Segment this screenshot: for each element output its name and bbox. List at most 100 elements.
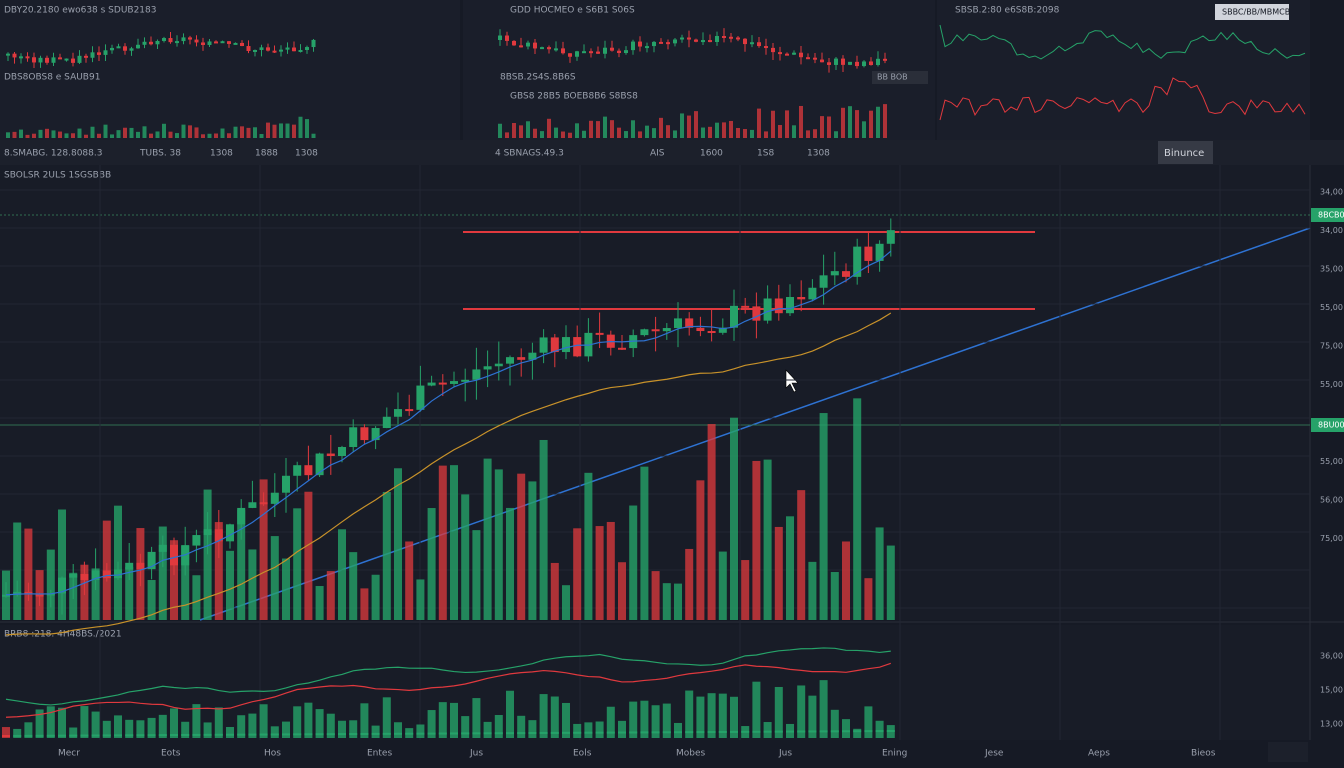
volume-bar <box>730 696 738 738</box>
volume-bar <box>233 126 238 138</box>
volume-bar <box>764 131 768 138</box>
candle-body <box>808 287 817 300</box>
volume-bar <box>272 124 277 138</box>
candle-body <box>461 379 470 382</box>
volume-bar <box>750 129 754 138</box>
volume-bar <box>207 133 212 138</box>
volume-bar <box>554 127 558 138</box>
volume-bar <box>416 579 425 620</box>
volume-bar <box>450 465 458 620</box>
candle-body <box>764 46 768 49</box>
price-tag-label: 8BCB0 <box>1318 211 1344 220</box>
volume-bar <box>763 722 772 738</box>
candle-body <box>279 49 283 52</box>
volume-bar <box>715 122 719 138</box>
volume-bar <box>461 716 470 738</box>
candle-body <box>58 57 62 60</box>
volume-bar <box>864 706 873 738</box>
candle-body <box>293 465 302 476</box>
volume-bar <box>147 580 156 620</box>
candle-body <box>797 297 806 300</box>
time-label: Jus <box>469 749 483 759</box>
candle-body <box>285 47 290 50</box>
volume-bar <box>584 722 593 738</box>
toolbar-label: 1308 <box>807 149 830 159</box>
volume-bar <box>203 722 212 738</box>
volume-bar <box>680 113 684 138</box>
exchange-label[interactable]: Binunce <box>1164 148 1204 159</box>
candle-body <box>618 347 626 350</box>
symbol-label[interactable]: SBBC/BB/MBMCB <box>1222 8 1290 17</box>
volume-bar <box>149 133 153 138</box>
volume-bar <box>876 106 880 138</box>
moving-average <box>5 250 892 596</box>
candle-body <box>696 327 705 332</box>
volume-bar <box>237 509 246 620</box>
volume-bar <box>506 690 514 738</box>
candle-body <box>596 51 600 54</box>
volume-bar <box>757 108 761 138</box>
candle-body <box>610 47 614 51</box>
candle-body <box>848 61 852 65</box>
candle-body <box>175 41 179 44</box>
price-label: 56,00 <box>1320 496 1343 505</box>
volume-bar <box>786 516 794 620</box>
price-label: 34,00 <box>1320 226 1343 235</box>
volume-bar <box>203 489 212 620</box>
volume-bar <box>827 116 831 138</box>
volume-bar <box>512 122 516 138</box>
candle-body <box>876 58 880 66</box>
candle-body <box>427 382 436 386</box>
candle-body <box>136 44 140 49</box>
candle-body <box>201 42 205 45</box>
time-label: Eots <box>161 749 181 759</box>
settings-button[interactable] <box>1268 742 1308 762</box>
candle-body <box>168 38 173 43</box>
candle-body <box>162 38 166 41</box>
volume-bar <box>58 509 66 620</box>
volume-bar <box>305 119 309 138</box>
volume-bar <box>799 105 803 138</box>
cursor <box>785 369 799 393</box>
volume-bar <box>259 134 264 138</box>
volume-bar <box>35 709 44 738</box>
volume-bar <box>116 130 121 138</box>
volume-bar <box>114 505 122 620</box>
volume-bar <box>304 491 313 620</box>
volume-bar <box>194 127 199 138</box>
volume-bar <box>298 116 303 138</box>
candle-body <box>304 465 313 476</box>
candle-body <box>666 42 670 45</box>
candle-body <box>730 305 738 328</box>
volume-bar <box>326 713 335 738</box>
candle-body <box>562 337 570 353</box>
volume-bar <box>886 545 895 620</box>
exchange-button[interactable] <box>1158 141 1213 164</box>
candle-body <box>869 61 873 66</box>
candle-body <box>188 37 192 40</box>
candle-body <box>326 453 335 457</box>
candle-body <box>282 475 290 493</box>
volume-bar <box>685 548 694 620</box>
symbol-button[interactable] <box>1215 4 1289 20</box>
candle-body <box>694 39 698 42</box>
volume-bar <box>631 120 635 138</box>
volume-bar <box>102 720 111 738</box>
candle-body <box>547 47 551 50</box>
candle-body <box>652 41 656 47</box>
volume-bar <box>102 520 111 620</box>
toolbar-label: 8.SMABG. 128.8088.3 <box>4 149 102 159</box>
volume-bar <box>338 720 346 738</box>
volume-bar <box>181 124 186 138</box>
volume-bar <box>561 131 565 138</box>
volume-bar <box>674 722 682 738</box>
volume-bar <box>853 398 862 620</box>
volume-bar <box>730 417 738 620</box>
time-label: Mecr <box>58 749 80 759</box>
candle-body <box>498 35 502 40</box>
candle-body <box>841 58 845 65</box>
price-label: 75,00 <box>1320 534 1343 543</box>
candle-body <box>248 502 257 508</box>
candle-body <box>875 243 884 261</box>
volume-bar <box>562 702 570 738</box>
